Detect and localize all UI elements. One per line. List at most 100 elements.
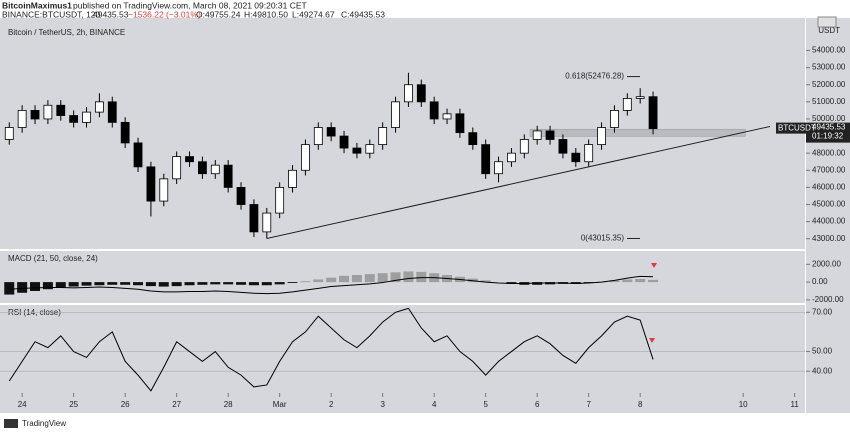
candle-body [95,101,104,113]
histogram-bar [339,275,350,283]
trendline [266,125,771,239]
histogram-bar [648,279,659,283]
brand-logo [4,419,18,428]
candle-body [288,169,297,188]
x-tick-label: 7 [586,400,591,409]
y-tick-label: 54000.00 [812,46,846,55]
histogram-bar [416,271,427,283]
candle-body [236,186,246,205]
histogram-bar [81,282,92,286]
y-tick-label: 46000.00 [812,183,846,192]
candle-body [249,204,259,233]
histogram-bar [120,282,131,285]
candle-body [301,144,310,171]
histogram-bar [68,282,79,287]
histogram-bar [287,282,298,283]
y-tick-label: 2000.00 [812,259,841,268]
price-tag: 49435.53 [812,123,846,132]
candle-body [120,121,130,144]
logo-box [817,16,837,28]
ohlc-high: H:49810.50 [244,9,288,19]
y-tick-label: 52000.00 [812,80,846,89]
candle-body [210,164,220,175]
candle-body [404,84,413,103]
brand: TradingView [22,419,66,428]
candle-body [30,110,40,120]
candle-body [481,144,491,175]
ohlc-close: C:49435.53 [341,9,385,19]
y-tick-label: 50000.00 [812,114,846,123]
histogram-bar [622,279,633,283]
candle-body [571,152,581,163]
symbol-tag: BTCUSDT [778,124,816,133]
rsi-pane [0,305,805,393]
candle-body [391,101,400,128]
x-tick-label: Mar [273,400,287,409]
last-price: 49435.53 [93,9,129,19]
candle-body [107,101,117,123]
candle-body [532,130,542,140]
histogram-bar [30,282,41,291]
histogram-bar [300,281,311,283]
candle-body [4,127,14,140]
fib-label: 0.618(52476.28) [565,72,624,81]
y-tick-label: 50.00 [812,347,833,356]
histogram-bar [236,282,247,285]
histogram-bar [377,273,388,283]
candle-body [442,113,452,120]
y-tick-label: -2000.00 [812,295,844,304]
candle-body [159,178,169,202]
candle-body [494,161,503,175]
candle-body [635,96,645,99]
unit: USDT [818,26,840,35]
candle-body [429,101,439,120]
candle-body [198,161,207,175]
histogram-bar [94,282,105,286]
candle-body [378,127,388,146]
candle-body [545,130,555,140]
histogram-bar [274,282,285,285]
macd-arrow [651,263,657,268]
histogram-bar [364,274,375,283]
candle-body [275,186,285,214]
histogram-bar [390,272,401,283]
histogram-bar [609,280,620,283]
x-tick-label: 3 [380,400,385,409]
x-tick-label: 28 [224,400,233,409]
macd-title: MACD (21, 50, close, 24) [8,254,98,263]
histogram-bar [42,282,53,290]
y-tick-label: 40.00 [812,366,833,375]
y-tick-label: 0.00 [812,277,828,286]
candle-body [56,104,66,116]
x-tick-label: 27 [172,400,181,409]
histogram-bar [326,277,337,283]
y-tick-label: 43000.00 [812,234,846,243]
candle-body [43,104,53,120]
histogram-bar [351,275,362,283]
candle-body [223,164,233,188]
macd-pane [0,251,805,303]
candle-body [133,142,143,168]
ohlc-open: O:49755.24 [196,9,241,19]
ohlc-low: L:49274.67 [292,9,335,19]
x-tick-label: 24 [18,400,27,409]
histogram-bar [210,282,221,285]
histogram-bar [171,282,182,287]
candle-body [313,127,323,146]
histogram-bar [4,282,15,295]
x-tick-label: 2 [329,400,334,409]
candle-body [622,98,632,111]
y-tick-label: 48000.00 [812,148,846,157]
histogram-bar [17,282,28,293]
countdown: 01:19:32 [812,132,844,141]
histogram-bar [107,282,118,285]
symbol-tag-box [776,122,806,134]
candle-body [352,147,362,154]
candle-body [455,113,465,134]
x-tick-label: 11 [791,400,800,409]
y-tick-label: 44000.00 [812,217,846,226]
histogram-bar [248,282,259,286]
support-zone [529,128,746,137]
